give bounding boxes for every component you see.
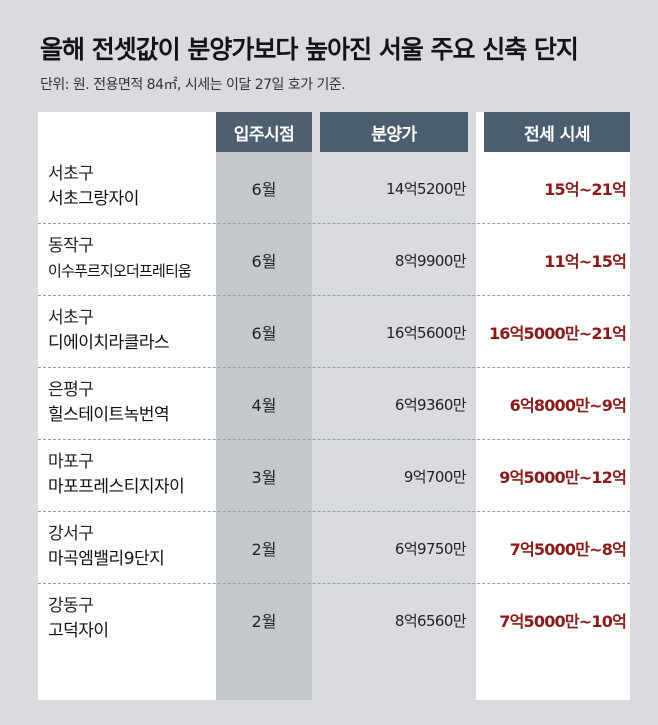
jeonse-cell: 9억5000만~12억	[499, 468, 627, 487]
name-column-bg	[38, 112, 216, 700]
district-label: 강동구	[48, 596, 94, 616]
district-label: 은평구	[48, 380, 94, 400]
complex-name-cell: 서초구 서초그랑자이	[48, 162, 216, 212]
sale-price-cell: 6억9360만	[394, 395, 467, 414]
row-divider	[38, 367, 630, 368]
row-divider	[38, 511, 630, 512]
table-row: 강동구 고덕자이 2월 8억6560만 7억5000만~10억	[38, 584, 630, 656]
complex-label: 마곡엠밸리9단지	[48, 549, 165, 569]
header-jeonse: 전세 시세	[484, 112, 630, 152]
jeonse-cell: 16억5000만~21억	[488, 324, 627, 343]
header-sale-price: 분양가	[320, 112, 468, 152]
sale-price-cell: 8억6560만	[394, 611, 467, 630]
complex-label: 디에이치라클라스	[48, 333, 170, 353]
complex-name-cell: 강서구 마곡엠밸리9단지	[48, 522, 216, 572]
complex-label: 힐스테이트녹번역	[48, 405, 170, 425]
sale-price-cell: 8억9900만	[394, 251, 467, 270]
district-label: 서초구	[48, 164, 94, 184]
row-divider	[38, 583, 630, 584]
sale-price-cell: 9억700만	[403, 467, 467, 486]
table-row: 서초구 서초그랑자이 6월 14억5200만 15억~21억	[38, 152, 630, 224]
sale-price-column-bg	[312, 112, 476, 700]
move-in-cell: 2월	[251, 540, 277, 559]
page-title: 올해 전셋값이 분양가보다 높아진 서울 주요 신축 단지	[40, 35, 579, 64]
district-label: 동작구	[48, 236, 94, 256]
complex-label: 고덕자이	[48, 621, 109, 641]
move-in-column-bg	[216, 112, 312, 700]
complex-label: 마포프레스티지자이	[48, 477, 185, 497]
sale-price-cell: 16억5600만	[385, 323, 467, 342]
row-divider	[38, 439, 630, 440]
complex-name-cell: 은평구 힐스테이트녹번역	[48, 378, 216, 428]
table-row: 서초구 디에이치라클라스 6월 16억5600만 16억5000만~21억	[38, 296, 630, 368]
complex-label: 서초그랑자이	[48, 189, 139, 209]
jeonse-cell: 7억5000만~10억	[499, 612, 627, 631]
jeonse-cell: 6억8000만~9억	[509, 396, 627, 415]
header-move-in: 입주시점	[216, 112, 312, 152]
move-in-cell: 4월	[251, 396, 277, 415]
move-in-cell: 2월	[251, 612, 277, 631]
move-in-cell: 6월	[251, 180, 277, 199]
sale-price-cell: 6억9750만	[394, 539, 467, 558]
jeonse-column-bg	[476, 112, 630, 700]
complex-name-cell: 서초구 디에이치라클라스	[48, 306, 216, 356]
table-row: 마포구 마포프레스티지자이 3월 9억700만 9억5000만~12억	[38, 440, 630, 512]
jeonse-cell: 11억~15억	[544, 252, 627, 271]
move-in-cell: 6월	[251, 252, 277, 271]
table-row: 은평구 힐스테이트녹번역 4월 6억9360만 6억8000만~9억	[38, 368, 630, 440]
complex-name-cell: 동작구 이수푸르지오더프레티움	[48, 234, 216, 284]
complex-name-cell: 강동구 고덕자이	[48, 594, 216, 644]
complex-name-cell: 마포구 마포프레스티지자이	[48, 450, 216, 500]
move-in-cell: 6월	[251, 324, 277, 343]
jeonse-cell: 15억~21억	[544, 180, 627, 199]
district-label: 강서구	[48, 524, 94, 544]
move-in-cell: 3월	[251, 468, 277, 487]
district-label: 서초구	[48, 308, 94, 328]
row-divider	[38, 295, 630, 296]
sale-price-cell: 14억5200만	[385, 179, 467, 198]
table-row: 강서구 마곡엠밸리9단지 2월 6억9750만 7억5000만~8억	[38, 512, 630, 584]
comparison-table: 입주시점 분양가 전세 시세 서초구 서초그랑자이 6월 14억5200만 15…	[38, 112, 630, 700]
district-label: 마포구	[48, 452, 94, 472]
table-row: 동작구 이수푸르지오더프레티움 6월 8억9900만 11억~15억	[38, 224, 630, 296]
row-divider	[38, 223, 630, 224]
complex-label: 이수푸르지오더프레티움	[48, 262, 192, 280]
jeonse-cell: 7억5000만~8억	[509, 540, 627, 559]
unit-note: 단위: 원. 전용면적 84㎡, 시세는 이달 27일 호가 기준.	[40, 77, 346, 93]
